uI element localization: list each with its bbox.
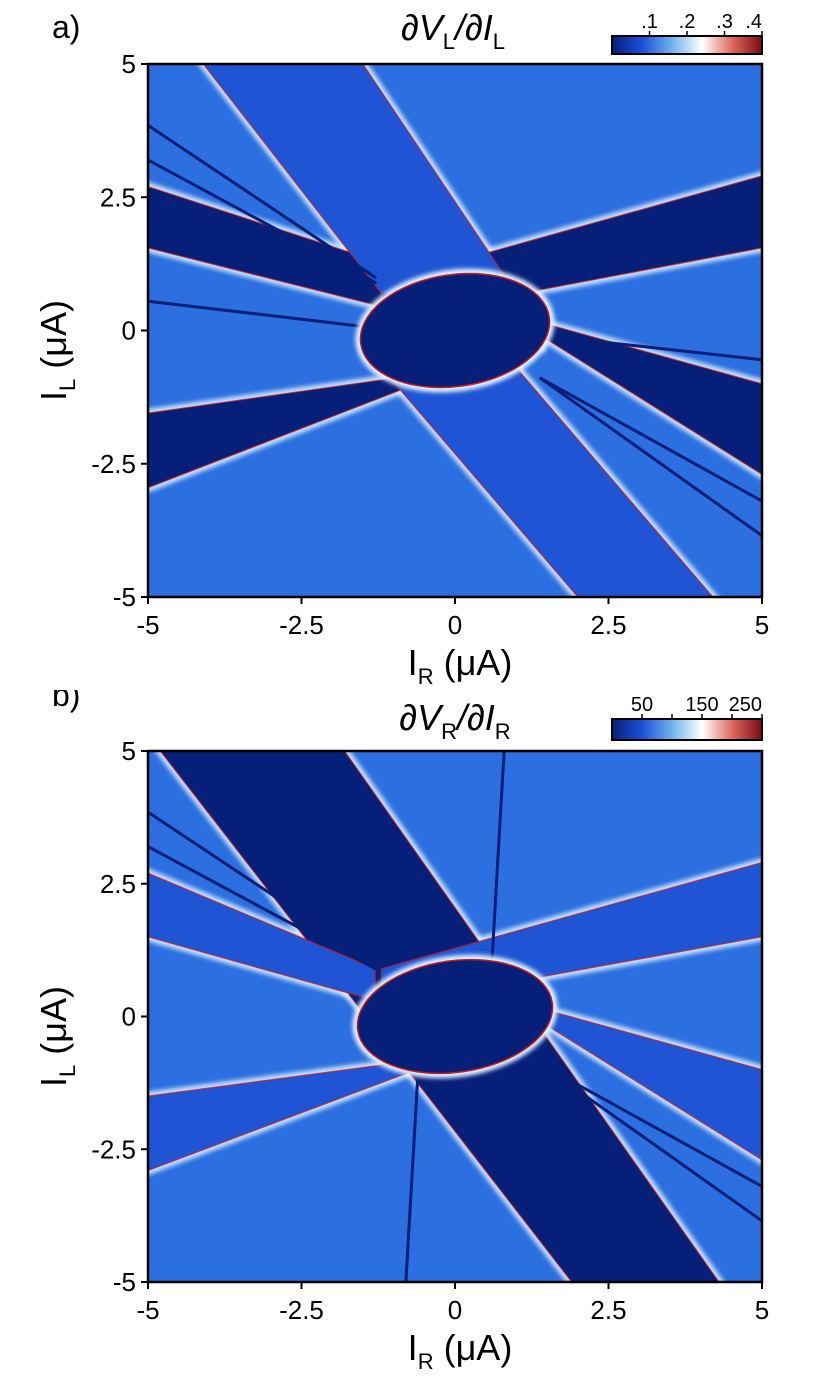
heatmap-streak	[539, 376, 762, 503]
x-tick-label: 0	[448, 610, 462, 640]
panel-label: b)	[52, 690, 80, 713]
heatmap-streak	[148, 299, 377, 330]
y-tick-label: 0	[122, 1002, 136, 1032]
heatmap-streak	[545, 334, 762, 362]
x-tick-label: 0	[448, 1295, 462, 1325]
x-tick-label: -2.5	[279, 610, 324, 640]
heatmap-streak	[148, 123, 377, 279]
panel-b: b) ∂VR/∂IR -5 -2.5 0 2.5 5 -5 -2.5 0 2.5 5 IR (μA) IL…	[0, 677, 830, 1378]
y-tick-label: -5	[113, 582, 136, 612]
y-tick-label: 5	[122, 49, 136, 79]
y-tick-label: 5	[122, 736, 136, 766]
heatmap-streak	[148, 158, 377, 285]
colorbar-tick-label: .3	[716, 11, 733, 33]
heatmap-streak	[539, 1062, 762, 1188]
plot-area	[148, 64, 762, 597]
y-axis-label: IL (μA)	[33, 986, 80, 1087]
heatmap-band	[148, 367, 468, 488]
x-tick-label: -5	[136, 1295, 159, 1325]
heatmap-band	[541, 322, 762, 475]
heatmap-streak	[490, 751, 506, 965]
heatmap-streak	[539, 376, 762, 538]
central-ellipse	[356, 958, 554, 1075]
y-axis-label: IL (μA)	[33, 300, 80, 401]
chart-title: ∂VL/∂IL	[401, 7, 505, 54]
colorbar-tick-label: 50	[631, 694, 653, 716]
heatmap-band	[148, 873, 376, 1001]
y-tick-label: 2.5	[100, 182, 136, 212]
heatmap-chart: a) ∂VL/∂IL -5 -2.5 0 2.5 5 -5 -2.5 0 2.5 5 IR (μA) IL…	[33, 7, 769, 689]
colorbar-tick-label: .1	[641, 11, 658, 33]
band-edge	[159, 751, 720, 1282]
x-tick-label: -2.5	[279, 1295, 324, 1325]
x-axis-label: IR (μA)	[408, 642, 513, 689]
y-tick-label: 2.5	[100, 869, 136, 899]
y-tick-label: 0	[122, 316, 136, 346]
heatmap-band	[148, 1053, 468, 1171]
heatmap-streak	[148, 845, 377, 971]
colorbar-tick-label: .2	[679, 11, 696, 33]
heatmap-streak	[539, 1062, 762, 1223]
heatmap-streak	[404, 1068, 420, 1282]
y-tick-label: -2.5	[91, 1134, 136, 1164]
x-axis-label: IR (μA)	[408, 1327, 513, 1374]
heatmap-chart: b) ∂VR/∂IR -5 -2.5 0 2.5 5 -5 -2.5 0 2.5 5 IR (μA) IL…	[33, 677, 769, 1374]
heatmap-band	[381, 367, 713, 597]
central-ellipse	[359, 272, 551, 389]
chart-title: ∂VR/∂IR	[399, 697, 510, 744]
panel-label: a)	[52, 9, 80, 45]
plot-area	[148, 751, 762, 1282]
colorbar	[611, 35, 763, 55]
x-tick-label: -5	[136, 610, 159, 640]
colorbar-tick-label: 250	[729, 694, 762, 716]
heatmap-streak	[148, 810, 377, 965]
x-tick-label: 2.5	[590, 1295, 626, 1325]
colorbar-tick-label: .4	[745, 11, 762, 33]
panel-a: a) ∂VL/∂IL -5 -2.5 0 2.5 5 -5 -2.5 0 2.5 5 IR (μA) IL…	[0, 0, 830, 690]
heatmap-band	[541, 1008, 762, 1160]
y-tick-label: -2.5	[91, 449, 136, 479]
colorbar	[611, 718, 763, 741]
x-tick-label: 2.5	[590, 610, 626, 640]
x-tick-label: 5	[755, 610, 769, 640]
heatmap-band	[203, 64, 517, 294]
y-tick-label: -5	[113, 1267, 136, 1297]
x-tick-label: 5	[755, 1295, 769, 1325]
colorbar-tick-label: 150	[685, 694, 718, 716]
